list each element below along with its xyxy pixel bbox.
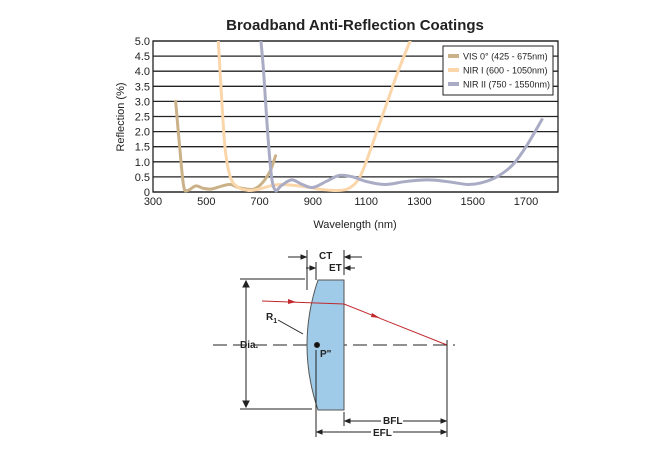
r1-label: R1 <box>266 312 277 325</box>
x-tick-label: 1100 <box>354 196 378 208</box>
legend-label: VIS 0° (425 - 675nm) <box>463 52 548 62</box>
r1-leader <box>277 319 304 335</box>
x-tick-label: 900 <box>304 196 322 208</box>
x-axis-label: Wavelength (nm) <box>313 219 396 231</box>
et-label: ET <box>329 263 342 274</box>
efl-label: EFL <box>373 428 392 439</box>
y-tick-label: 2.0 <box>135 127 150 139</box>
r1-text: R <box>266 312 274 323</box>
y-tick-label: 5.0 <box>135 36 150 48</box>
lens-diagram <box>213 250 455 437</box>
series-line-0 <box>174 99 278 193</box>
series-line-2 <box>259 41 544 193</box>
y-axis-label: Reflection (%) <box>115 82 127 151</box>
y-tick-label: 4.5 <box>135 51 150 63</box>
light-ray <box>261 300 448 346</box>
bfl-label: BFL <box>383 416 402 427</box>
x-tick-label: 1500 <box>460 196 484 208</box>
y-tick-label: 1.5 <box>135 142 150 154</box>
x-tick-label: 1700 <box>514 196 538 208</box>
y-tick-label: 2.5 <box>135 112 150 124</box>
series-line-1 <box>216 41 412 193</box>
y-tick-label: 4.0 <box>135 66 150 78</box>
x-tick-label: 1300 <box>407 196 431 208</box>
principal-point <box>314 342 320 348</box>
r1-subscript: 1 <box>273 318 277 325</box>
y-tick-label: 3.0 <box>135 96 150 108</box>
x-tick-label: 700 <box>250 196 268 208</box>
legend <box>442 45 554 96</box>
chart: 0 0.5 1.0 1.5 2.0 2.5 3.0 3.5 4.0 4.5 5.0 300 500 700… <box>115 36 559 231</box>
legend-label: NIR II (750 - 1550nm) <box>463 80 550 90</box>
y-tick-label: 0.5 <box>135 172 150 184</box>
y-tick-label: 0 <box>144 187 150 199</box>
ct-label: CT <box>319 251 332 262</box>
y-tick-label: 3.5 <box>135 81 150 93</box>
dia-label: Dia. <box>240 340 259 351</box>
lens <box>306 279 345 411</box>
x-tick-label: 300 <box>144 196 162 208</box>
legend-label: NIR I (600 - 1050nm) <box>463 66 548 76</box>
x-tick-label: 500 <box>197 196 215 208</box>
p-label: P" <box>320 349 332 360</box>
chart-title: Broadband Anti-Reflection Coatings <box>226 17 484 34</box>
y-tick-label: 1.0 <box>135 157 150 169</box>
